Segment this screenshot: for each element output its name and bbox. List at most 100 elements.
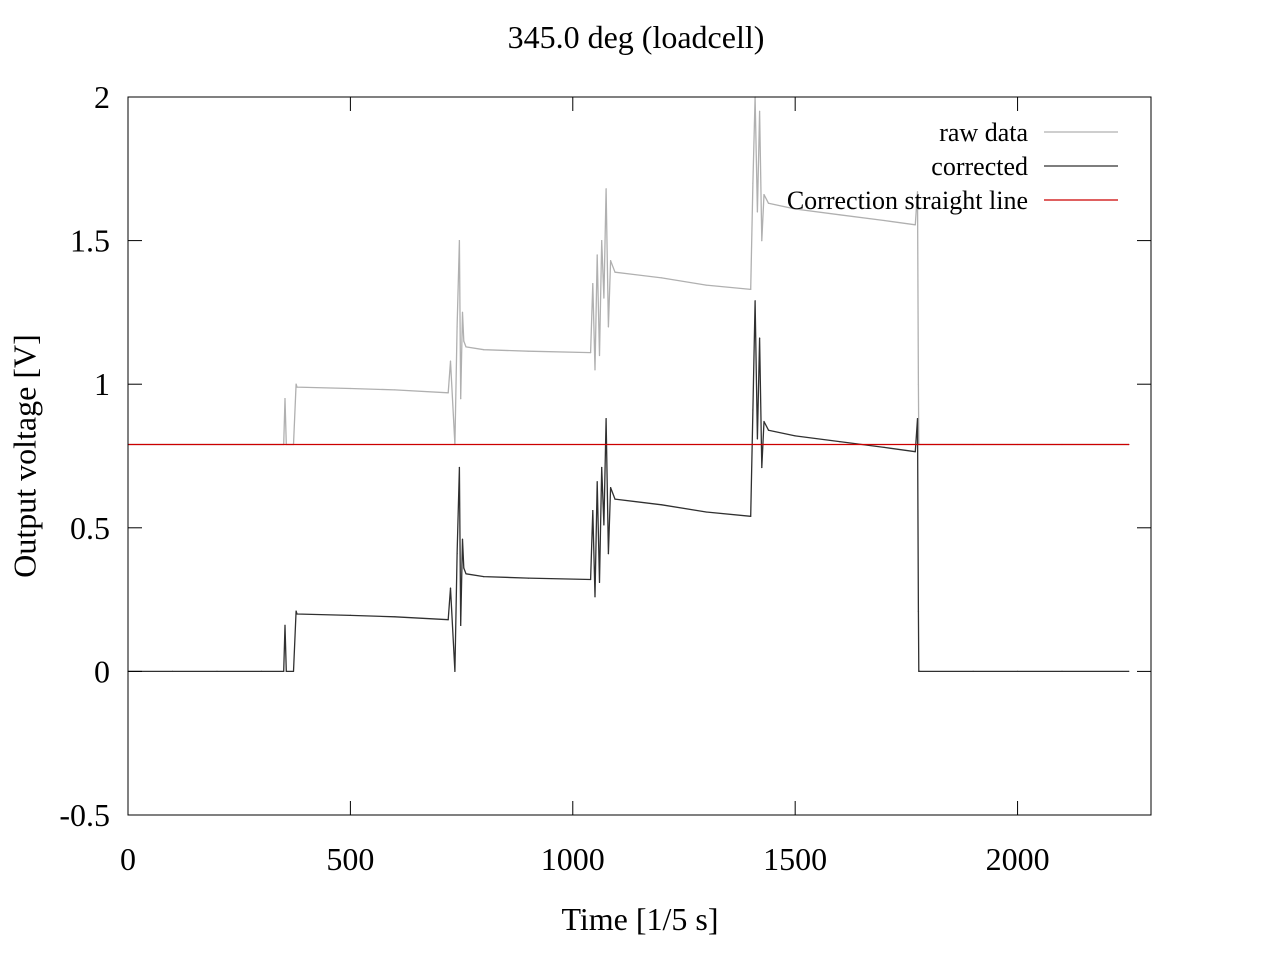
data-point	[603, 524, 605, 526]
data-point	[661, 277, 663, 279]
data-point	[761, 466, 763, 469]
data-point	[483, 349, 485, 351]
data-point	[590, 352, 592, 354]
data-point	[759, 337, 761, 339]
data-point	[260, 670, 262, 673]
data-point	[465, 346, 467, 348]
data-point	[283, 670, 285, 673]
data-point	[603, 297, 605, 299]
x-tick-label: 1500	[763, 841, 827, 877]
data-point	[285, 670, 287, 673]
y-tick-label: -0.5	[59, 797, 110, 833]
data-point	[216, 670, 218, 673]
data-point	[598, 581, 601, 584]
data-point	[750, 288, 752, 290]
data-point	[284, 624, 286, 627]
axis-ticks: 0 500 1000 1500 2000 -0.5 0 0.5 1 1.5 2	[59, 79, 1151, 877]
y-axis-label: Output voltage [V]	[6, 334, 42, 578]
y-tick-label: 0	[94, 653, 110, 689]
data-point	[1128, 443, 1130, 446]
data-point	[460, 624, 462, 627]
data-point	[605, 418, 607, 420]
plot-frame	[127, 96, 1152, 816]
data-point	[447, 619, 449, 621]
data-point	[456, 326, 458, 328]
y-tick-label: 2	[94, 79, 110, 115]
data-point	[527, 577, 529, 579]
y-tick-label: 1.5	[70, 223, 110, 259]
data-point	[705, 511, 707, 513]
x-tick-label: 1000	[541, 841, 605, 877]
data-point	[750, 515, 752, 517]
data-point	[752, 182, 754, 184]
data-point	[972, 670, 974, 673]
x-tick-label: 0	[120, 841, 136, 877]
data-point	[284, 398, 286, 400]
series-line-1	[128, 300, 1129, 673]
data-point	[605, 188, 607, 190]
data-point	[917, 383, 920, 385]
data-point	[610, 487, 612, 489]
data-point	[1017, 670, 1019, 673]
y-axis-label-group: Output voltage [V]	[6, 334, 42, 578]
data-point	[296, 613, 298, 615]
data-point	[916, 418, 919, 420]
data-point	[171, 670, 174, 673]
data-point	[914, 451, 916, 453]
data-point	[527, 350, 529, 352]
data-point	[839, 441, 841, 443]
data-point	[607, 326, 610, 328]
data-point	[456, 553, 458, 555]
data-point	[914, 224, 916, 226]
data-point	[598, 354, 601, 357]
data-point	[594, 596, 596, 598]
x-axis-label: Time [1/5 s]	[561, 901, 718, 937]
data-point	[661, 504, 663, 506]
data-point	[1061, 670, 1063, 673]
chart-title: 345.0 deg (loadcell)	[508, 19, 765, 55]
data-point	[601, 240, 603, 242]
data-point	[594, 369, 596, 371]
series-line-0	[128, 96, 1129, 446]
data-point	[917, 610, 920, 612]
y-tick-label: 1	[94, 366, 110, 402]
data-point	[463, 567, 465, 569]
data-point	[705, 284, 707, 286]
data-point	[458, 240, 460, 242]
legend-label-2: Correction straight line	[787, 186, 1028, 215]
data-point	[461, 311, 464, 313]
data-point	[461, 538, 464, 540]
legend-label-0: raw data	[939, 118, 1028, 147]
data-point	[596, 481, 598, 483]
data-point	[449, 587, 452, 589]
data-point	[447, 392, 449, 394]
data-point	[1128, 670, 1130, 673]
data-point	[596, 254, 598, 256]
legend: raw data corrected Correction straight lin…	[787, 118, 1118, 215]
data-point	[794, 435, 796, 437]
data-point	[454, 670, 456, 673]
data-point	[759, 110, 761, 112]
data-point	[292, 670, 295, 673]
data-point	[756, 438, 759, 440]
data-point	[295, 383, 297, 385]
data-point	[458, 466, 460, 469]
data-point	[918, 670, 920, 673]
data-point	[295, 610, 297, 612]
plot-area	[127, 96, 1130, 673]
data-point	[883, 446, 885, 448]
data-point	[483, 576, 485, 578]
data-point	[752, 409, 754, 411]
y-tick-label: 0.5	[70, 510, 110, 546]
data-point	[761, 240, 763, 242]
data-point	[607, 553, 610, 555]
data-point	[883, 219, 885, 222]
data-point	[614, 271, 616, 273]
data-point	[601, 466, 603, 469]
data-point	[394, 389, 396, 391]
data-point	[394, 616, 396, 618]
data-point	[767, 429, 770, 431]
data-point	[839, 214, 841, 216]
data-point	[763, 420, 765, 423]
data-point	[349, 387, 351, 390]
